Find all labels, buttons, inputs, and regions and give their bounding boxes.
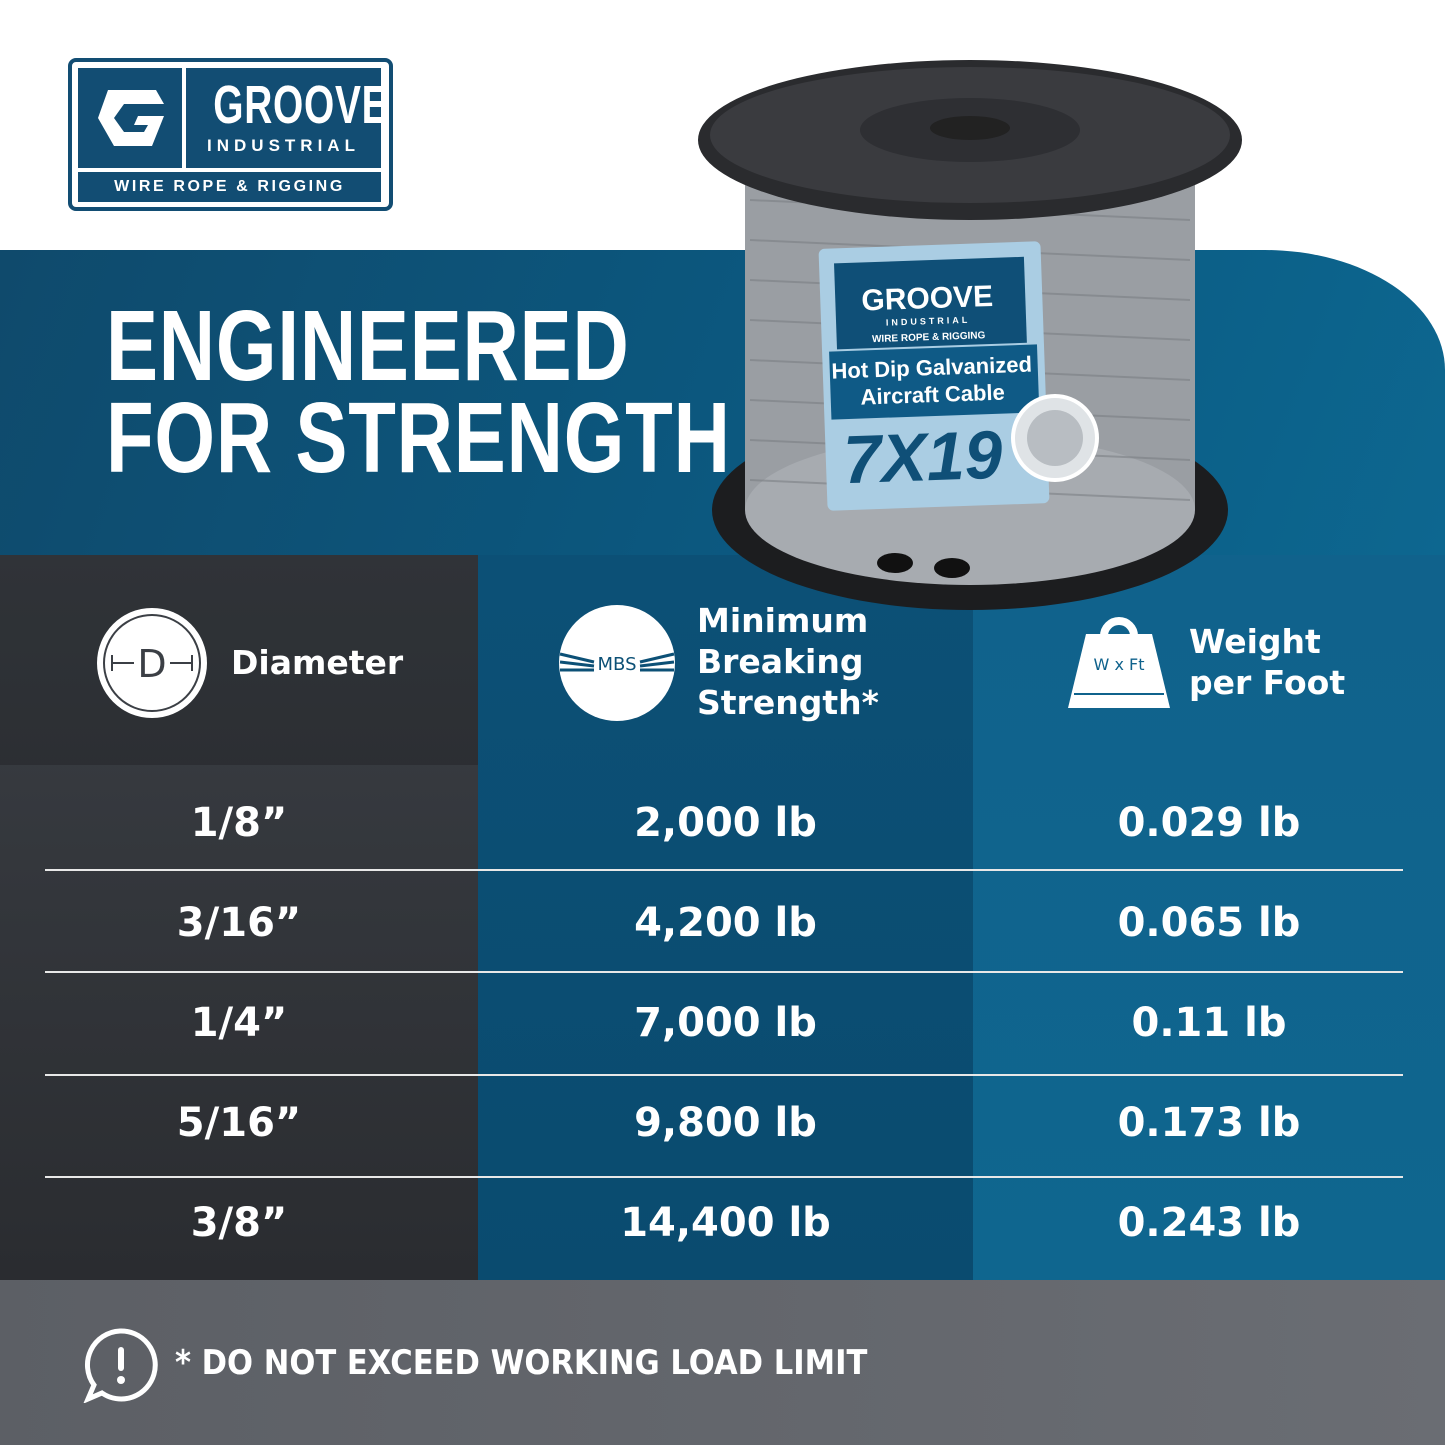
label-title-2: Aircraft Cable (860, 380, 1005, 410)
table-row: 5/16” 9,800 lb 0.173 lb (0, 1072, 1445, 1174)
header-mbs-line: Breaking (697, 642, 864, 681)
cell-weight: 0.065 lb (1117, 900, 1301, 946)
row-divider (45, 1176, 1403, 1178)
header-weight-line: Weight (1189, 622, 1321, 661)
row-divider (45, 869, 1403, 871)
cell-mbs: 9,800 lb (634, 1100, 817, 1146)
cell-diameter: 1/4” (190, 1000, 288, 1046)
svg-text:W x Ft: W x Ft (1094, 655, 1145, 674)
cell-weight: 0.11 lb (1131, 1000, 1287, 1046)
cell-diameter: 5/16” (176, 1100, 302, 1146)
header-weight: Weight per Foot (1189, 621, 1345, 703)
alert-bubble-icon (82, 1327, 162, 1407)
diameter-icon: D (94, 605, 210, 725)
mbs-icon: MBS (558, 604, 676, 726)
cell-diameter: 3/16” (176, 900, 302, 946)
header-mbs-line: Minimum (697, 601, 869, 640)
column-weight (973, 555, 1445, 1280)
weight-icon: W x Ft (1066, 604, 1172, 716)
table-row: 3/8” 14,400 lb 0.243 lb (0, 1172, 1445, 1274)
table-row: 1/8” 2,000 lb 0.029 lb (0, 772, 1445, 874)
cell-weight: 0.173 lb (1117, 1100, 1301, 1146)
header-shade (0, 555, 478, 765)
header-mbs: Minimum Breaking Strength* (697, 600, 879, 723)
brand-sub: INDUSTRIAL (207, 136, 360, 155)
page-title: ENGINEERED FOR STRENGTH (106, 290, 731, 494)
cell-weight: 0.029 lb (1117, 800, 1301, 846)
svg-text:MBS: MBS (598, 654, 637, 675)
table-row: 1/4” 7,000 lb 0.11 lb (0, 972, 1445, 1074)
label-construction: 7X19 (842, 417, 1004, 499)
title-line-2: FOR STRENGTH (106, 382, 731, 494)
header-mbs-line: Strength* (697, 683, 879, 722)
cable-spool-image: GROOVE INDUSTRIAL WIRE ROPE & RIGGING Ho… (698, 60, 1242, 610)
cell-mbs: 7,000 lb (634, 1000, 817, 1046)
label-sub: INDUSTRIAL (886, 315, 971, 328)
title-line-1: ENGINEERED (106, 290, 630, 402)
row-divider (45, 971, 1403, 973)
column-diameter (0, 555, 478, 1280)
cell-weight: 0.243 lb (1117, 1200, 1301, 1246)
brand-name: GROOVE (213, 75, 389, 135)
cell-diameter: 3/8” (190, 1200, 288, 1246)
label-tagline: WIRE ROPE & RIGGING (872, 330, 986, 345)
label-brand: GROOVE (861, 280, 994, 318)
cell-mbs: 4,200 lb (634, 900, 817, 946)
cell-diameter: 1/8” (190, 800, 288, 846)
header-diameter: Diameter (231, 643, 404, 682)
cell-mbs: 14,400 lb (620, 1200, 831, 1246)
header-weight-line: per Foot (1189, 663, 1346, 702)
row-divider (45, 1074, 1403, 1076)
footer-bar (0, 1280, 1445, 1445)
table-row: 3/16” 4,200 lb 0.065 lb (0, 872, 1445, 974)
svg-text:D: D (137, 642, 166, 686)
cell-mbs: 2,000 lb (634, 800, 817, 846)
warning-text: * DO NOT EXCEED WORKING LOAD LIMIT (175, 1343, 868, 1383)
brand-logo: GROOVE INDUSTRIAL WIRE ROPE & RIGGING (68, 58, 393, 211)
brand-tagline: WIRE ROPE & RIGGING (78, 172, 381, 202)
g-logo-icon (78, 68, 182, 168)
